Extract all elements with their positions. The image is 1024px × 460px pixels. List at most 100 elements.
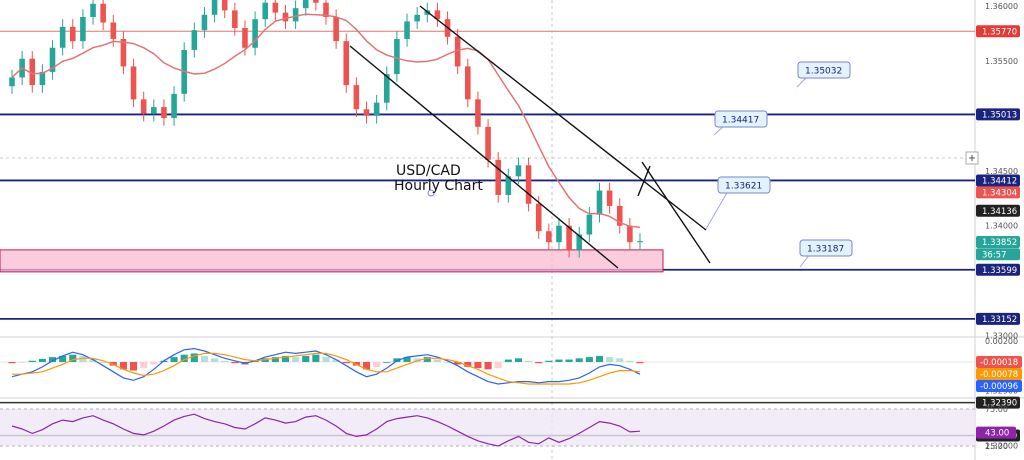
macd-histogram-bar [454,362,462,365]
macd-tick-label: 0.00200 [985,337,1018,346]
macd-histogram-bar [626,360,634,362]
macd-histogram-bar [281,355,290,362]
candle-body [495,159,501,195]
candle-body [59,26,66,48]
macd-histogram-bar [200,355,208,362]
candle-body [465,66,471,100]
candle-body [404,21,410,39]
callout-label: 1.33187 [807,245,844,255]
candle-body [302,0,309,9]
candle-body [80,16,86,42]
candle-body [353,85,360,110]
candle-body [606,190,613,206]
candle-body [323,2,329,17]
candle-body [282,12,289,22]
price-badge-label: 1.34304 [982,188,1017,198]
candle-body [394,38,400,75]
macd-histogram-bar [130,362,138,371]
title-anchor [427,189,435,197]
callout-box [799,239,853,257]
level-badge [976,312,1020,325]
candle-body [454,36,461,67]
macd-histogram-bar [504,359,512,362]
macd-line [11,347,641,385]
macd-histogram-bar [433,359,441,362]
candle-body [242,27,248,48]
macd-histogram-bar [302,355,310,362]
macd-histogram-bar [28,360,36,362]
candle-body [333,16,339,42]
macd-histogram-bar [585,357,593,362]
level-badge-label: 1.32390 [982,399,1017,409]
macd-histogram-bar [8,362,16,364]
macd-badge [976,356,1022,368]
candle-body [627,225,633,243]
price-badge [976,235,1020,248]
support-zone-rect [0,249,664,273]
macd-histogram-bar [525,360,533,362]
level-badge [976,263,1020,276]
macd-badge [976,380,1022,392]
level-badge [976,108,1020,121]
moving-average-line [11,13,641,229]
callout-label: 1.33621 [725,182,762,192]
candle-body [576,234,583,250]
lower-channel-line [349,45,619,269]
candle-body [566,225,572,250]
level-badge [976,396,1020,409]
callout-label: 1.35032 [805,67,842,77]
candle-body [485,126,491,160]
price-axis: 1.35770 1.35013 1.34412 1.33599 1.33152 1.323… [965,2,1020,450]
macd-histogram-bar [211,358,219,362]
macd-histogram-bar [565,359,573,362]
macd-histogram-bar [322,357,330,362]
macd-histogram-bar [312,354,320,362]
candle-body [29,58,36,86]
macd-histogram-bar [444,362,452,363]
candle-body [191,30,198,50]
macd-histogram-bar [545,360,553,362]
macd-histogram-bar [474,362,482,369]
rsi-tick-label: 75.00 [985,405,1008,414]
candle-body [151,107,157,114]
candle-body [475,99,481,127]
candle-body [546,231,552,243]
price-badge-label: 36:57 [982,250,1007,260]
candle-body [515,165,522,177]
macd-histogram-bar [362,362,371,370]
candle-body [262,2,269,20]
level-badge [976,174,1020,187]
macd-histogram-bar [494,362,502,369]
candle-body [211,0,218,15]
candle-body [596,190,603,215]
trendlines [349,5,711,269]
y-tick-label: 1.32000 [985,441,1018,450]
candle-body [556,225,562,243]
macd-signal-line [12,352,641,385]
level-badge-label: 1.35013 [982,110,1017,120]
candle-body [383,74,390,103]
macd-histogram-bar [606,357,614,362]
macd-histogram-bar [79,355,87,362]
candle-body [434,10,441,20]
candle-body [525,165,532,204]
macd-pane: 0.00200 -0.00018 -0.00078 -0.00096 [0,337,1022,392]
rsi-badge [976,426,1016,439]
macd-histogram-bar [555,359,563,362]
chart-title-line2: Hourly Chart [394,178,483,194]
macd-histogram-bar [373,362,381,367]
macd-histogram-bar [292,357,300,362]
callout-label: 1.34417 [722,116,759,126]
level-badge-label: 1.33152 [982,315,1017,325]
macd-histogram-bar [413,358,421,362]
y-tick-label: 1.35500 [985,57,1018,66]
candle-body [272,2,279,13]
rsi-badge-label: 43.00 [985,429,1009,439]
macd-histogram-bar [140,362,148,369]
macd-histogram-bar [271,357,279,362]
callout-leader [705,190,729,230]
macd-histogram-bar [221,360,229,362]
macd-histogram-bar [150,362,158,365]
candle-body [9,77,15,87]
moving-average [11,13,641,229]
